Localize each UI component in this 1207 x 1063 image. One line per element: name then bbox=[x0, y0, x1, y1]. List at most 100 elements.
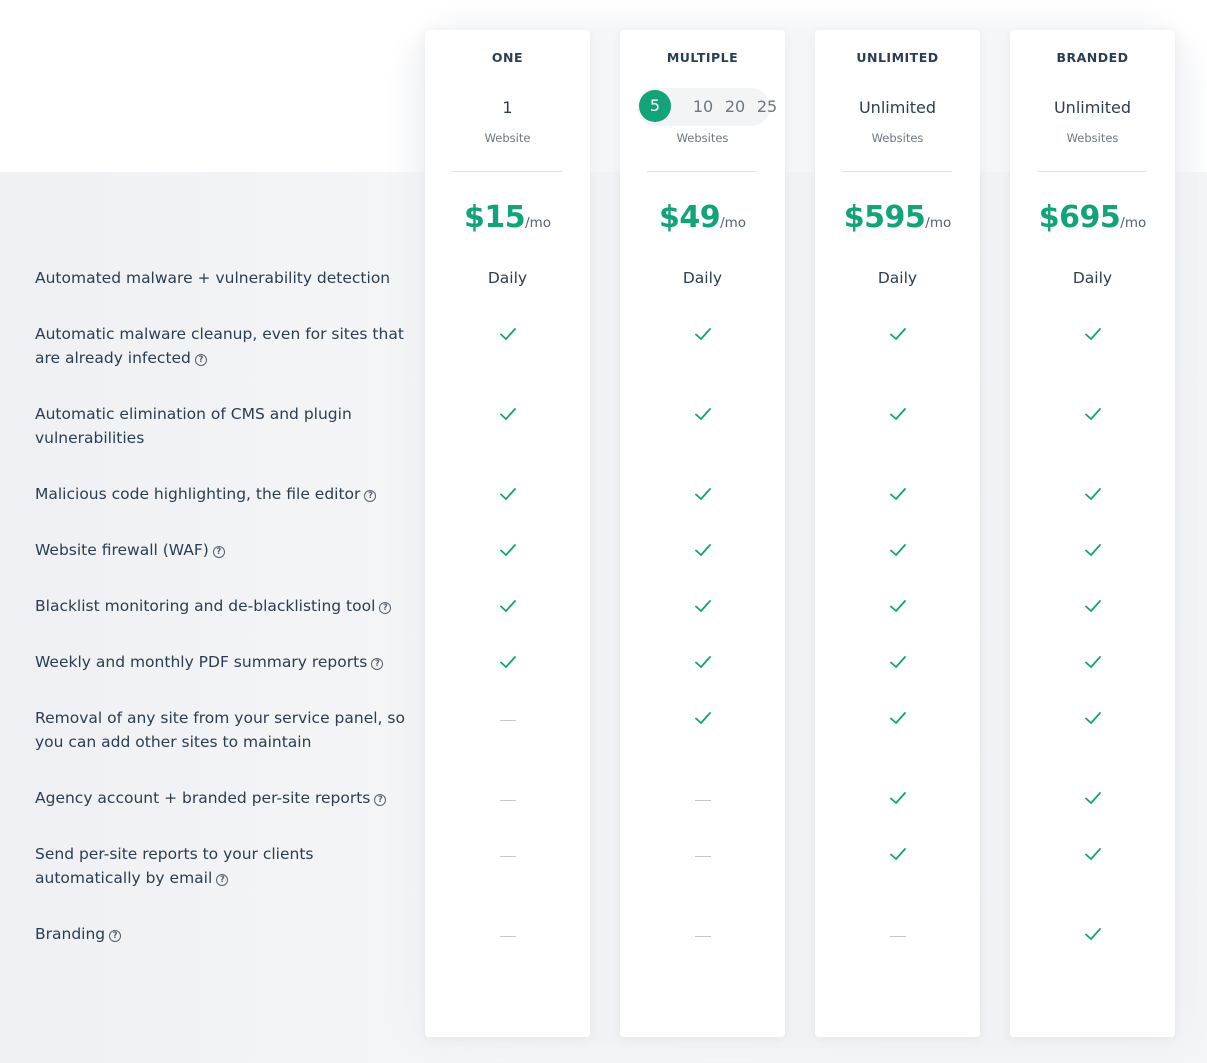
check-icon bbox=[694, 488, 711, 500]
feature-cell bbox=[425, 482, 590, 506]
plan-divider bbox=[842, 171, 952, 172]
feature-cell bbox=[1010, 322, 1175, 346]
feature-cell bbox=[425, 322, 590, 346]
help-circle-icon[interactable]: ? bbox=[379, 602, 392, 614]
price-amount: $49 bbox=[658, 200, 721, 235]
feature-cell bbox=[815, 786, 980, 810]
check-icon bbox=[889, 408, 906, 420]
help-circle-icon[interactable]: ? bbox=[371, 658, 384, 670]
website-unit: Websites bbox=[1066, 131, 1119, 145]
check-icon bbox=[694, 656, 711, 668]
plan-price: $695/mo bbox=[1010, 200, 1175, 235]
dash-icon bbox=[499, 720, 516, 721]
website-unit: Website bbox=[484, 131, 531, 145]
check-icon bbox=[889, 488, 906, 500]
feature-label-text: Automated malware + vulnerability detect… bbox=[35, 269, 391, 287]
feature-cell: Daily bbox=[815, 266, 980, 290]
feature-cell bbox=[425, 786, 590, 810]
feature-label: Branding? bbox=[35, 922, 405, 946]
check-icon bbox=[694, 600, 711, 612]
feature-label-text: Removal of any site from your service pa… bbox=[35, 709, 405, 751]
website-unit: Websites bbox=[676, 131, 729, 145]
feature-label: Automatic malware cleanup, even for site… bbox=[35, 322, 405, 370]
help-circle-icon[interactable]: ? bbox=[109, 930, 122, 942]
plan-column-multiple: MULTIPLE 5 10 20 25 Websites $49/mo Daily bbox=[620, 30, 785, 1037]
help-circle-icon[interactable]: ? bbox=[194, 354, 207, 366]
feature-cell bbox=[1010, 922, 1175, 946]
help-circle-icon[interactable]: ? bbox=[212, 546, 225, 558]
feature-cell bbox=[815, 482, 980, 506]
price-period: /mo bbox=[720, 215, 747, 231]
feature-cell: Daily bbox=[620, 266, 785, 290]
site-count-option-10[interactable]: 10 bbox=[692, 97, 714, 116]
price-amount: $695 bbox=[1038, 200, 1121, 235]
check-icon bbox=[889, 328, 906, 340]
plan-column-unlimited: UNLIMITED Unlimited Websites $595/mo Daily bbox=[815, 30, 980, 1037]
site-count-selector[interactable]: 5 10 20 25 bbox=[637, 88, 777, 126]
feature-label-text: Website firewall (WAF) bbox=[35, 541, 209, 559]
feature-cell bbox=[1010, 482, 1175, 506]
plan-divider bbox=[452, 171, 562, 172]
site-count-option-25[interactable]: 25 bbox=[756, 97, 778, 116]
feature-cell bbox=[1010, 650, 1175, 674]
dash-icon bbox=[499, 800, 516, 801]
check-icon bbox=[1084, 328, 1101, 340]
check-icon bbox=[889, 600, 906, 612]
check-icon bbox=[1084, 656, 1101, 668]
feature-label: Automatic elimination of CMS and plugin … bbox=[35, 402, 405, 450]
dash-icon bbox=[499, 936, 516, 937]
check-icon bbox=[889, 792, 906, 804]
feature-cell bbox=[815, 650, 980, 674]
check-icon bbox=[694, 328, 711, 340]
check-icon bbox=[1084, 928, 1101, 940]
feature-list: Automated malware + vulnerability detect… bbox=[35, 0, 405, 1063]
feature-cell bbox=[815, 594, 980, 618]
feature-cell bbox=[815, 402, 980, 426]
website-count: Unlimited bbox=[1053, 98, 1132, 117]
feature-label-text: Blacklist monitoring and de-blacklisting… bbox=[35, 597, 376, 615]
check-icon bbox=[499, 600, 516, 612]
plan-divider bbox=[647, 171, 757, 172]
check-icon bbox=[889, 544, 906, 556]
feature-cell bbox=[1010, 402, 1175, 426]
site-count-option-5[interactable]: 5 bbox=[639, 90, 671, 122]
website-count: Unlimited bbox=[858, 98, 937, 117]
check-icon bbox=[1084, 792, 1101, 804]
price-period: /mo bbox=[1120, 215, 1147, 231]
feature-label-text: Automatic elimination of CMS and plugin … bbox=[35, 405, 352, 447]
feature-cell bbox=[620, 922, 785, 946]
feature-label: Website firewall (WAF)? bbox=[35, 538, 405, 562]
help-circle-icon[interactable]: ? bbox=[374, 794, 387, 806]
feature-cell bbox=[425, 650, 590, 674]
feature-cell: Daily bbox=[425, 266, 590, 290]
feature-label-text: Weekly and monthly PDF summary reports bbox=[35, 653, 368, 671]
plan-name: UNLIMITED bbox=[856, 50, 939, 65]
feature-cell bbox=[815, 922, 980, 946]
feature-cell bbox=[620, 538, 785, 562]
help-circle-icon[interactable]: ? bbox=[364, 490, 377, 502]
check-icon bbox=[499, 488, 516, 500]
check-icon bbox=[694, 544, 711, 556]
feature-cell bbox=[815, 538, 980, 562]
check-icon bbox=[499, 544, 516, 556]
check-icon bbox=[1084, 712, 1101, 724]
price-period: /mo bbox=[925, 215, 952, 231]
check-icon bbox=[1084, 848, 1101, 860]
feature-cell bbox=[1010, 786, 1175, 810]
scan-frequency: Daily bbox=[877, 269, 918, 287]
feature-label: Send per-site reports to your clients au… bbox=[35, 842, 405, 890]
feature-label-text: Automatic malware cleanup, even for site… bbox=[35, 325, 404, 367]
feature-cell bbox=[425, 706, 590, 730]
feature-cell bbox=[1010, 594, 1175, 618]
feature-label: Automated malware + vulnerability detect… bbox=[35, 266, 405, 290]
feature-label-text: Send per-site reports to your clients au… bbox=[35, 845, 314, 887]
feature-cell bbox=[620, 706, 785, 730]
site-count-option-20[interactable]: 20 bbox=[724, 97, 746, 116]
help-circle-icon[interactable]: ? bbox=[216, 874, 229, 886]
feature-cell bbox=[620, 322, 785, 346]
plan-price: $49/mo bbox=[620, 200, 785, 235]
feature-cell bbox=[620, 594, 785, 618]
feature-cell bbox=[620, 842, 785, 866]
dash-icon bbox=[694, 800, 711, 801]
scan-frequency: Daily bbox=[682, 269, 723, 287]
